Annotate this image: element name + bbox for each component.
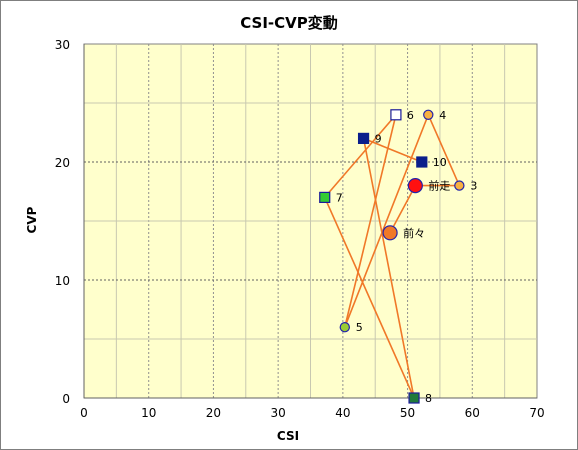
connection-line xyxy=(324,197,415,399)
data-point-label: 前々 xyxy=(403,226,425,240)
data-point-marker xyxy=(454,180,465,191)
data-point-marker xyxy=(319,191,331,203)
connection-lines xyxy=(324,114,461,399)
tick-labels: 0 10 20 30 40 50 60 70 0 10 20 30 xyxy=(55,38,545,420)
data-point-label: 10 xyxy=(433,156,447,169)
y-tick-label: 30 xyxy=(55,38,70,52)
data-point-marker xyxy=(407,178,423,194)
x-tick-label: 20 xyxy=(206,406,221,420)
data-point-label: 5 xyxy=(356,321,363,334)
x-tick-label: 0 xyxy=(80,406,88,420)
y-tick-label: 20 xyxy=(55,156,70,170)
grid-lines xyxy=(83,44,537,399)
y-tick-label: 0 xyxy=(62,392,70,406)
data-point-marker xyxy=(408,392,420,404)
y-axis-title: CVP xyxy=(25,206,39,233)
connection-line xyxy=(389,185,417,234)
data-point-marker xyxy=(390,109,402,121)
point-labels: 前々 前走 3 4 5 6 7 8 9 10 xyxy=(336,109,478,405)
x-axis-title: CSI xyxy=(277,429,299,443)
data-point-label: 6 xyxy=(407,109,414,122)
x-tick-label: 70 xyxy=(529,406,544,420)
chart-title: CSI-CVP変動 xyxy=(240,14,338,32)
x-tick-label: 30 xyxy=(271,406,286,420)
y-tick-label: 10 xyxy=(55,274,70,288)
data-point-label: 9 xyxy=(375,132,382,145)
data-point-label: 4 xyxy=(439,109,446,122)
x-tick-label: 10 xyxy=(141,406,156,420)
connection-line xyxy=(427,114,461,186)
data-point-label: 7 xyxy=(336,191,343,204)
connection-line xyxy=(362,138,415,399)
x-tick-label: 60 xyxy=(465,406,480,420)
x-tick-label: 50 xyxy=(400,406,415,420)
data-markers xyxy=(319,109,465,404)
data-point-label: 8 xyxy=(425,392,432,405)
data-point-label: 前走 xyxy=(428,179,450,193)
data-point-marker xyxy=(339,322,350,333)
data-point-marker xyxy=(416,156,428,168)
data-point-marker xyxy=(357,132,370,144)
connection-line xyxy=(324,114,397,198)
connection-line xyxy=(344,114,397,328)
data-point-label: 3 xyxy=(470,180,477,193)
connection-line xyxy=(363,137,423,163)
x-tick-label: 40 xyxy=(335,406,350,420)
data-point-marker xyxy=(423,109,434,121)
data-point-marker xyxy=(382,225,398,241)
connection-line xyxy=(344,114,430,328)
